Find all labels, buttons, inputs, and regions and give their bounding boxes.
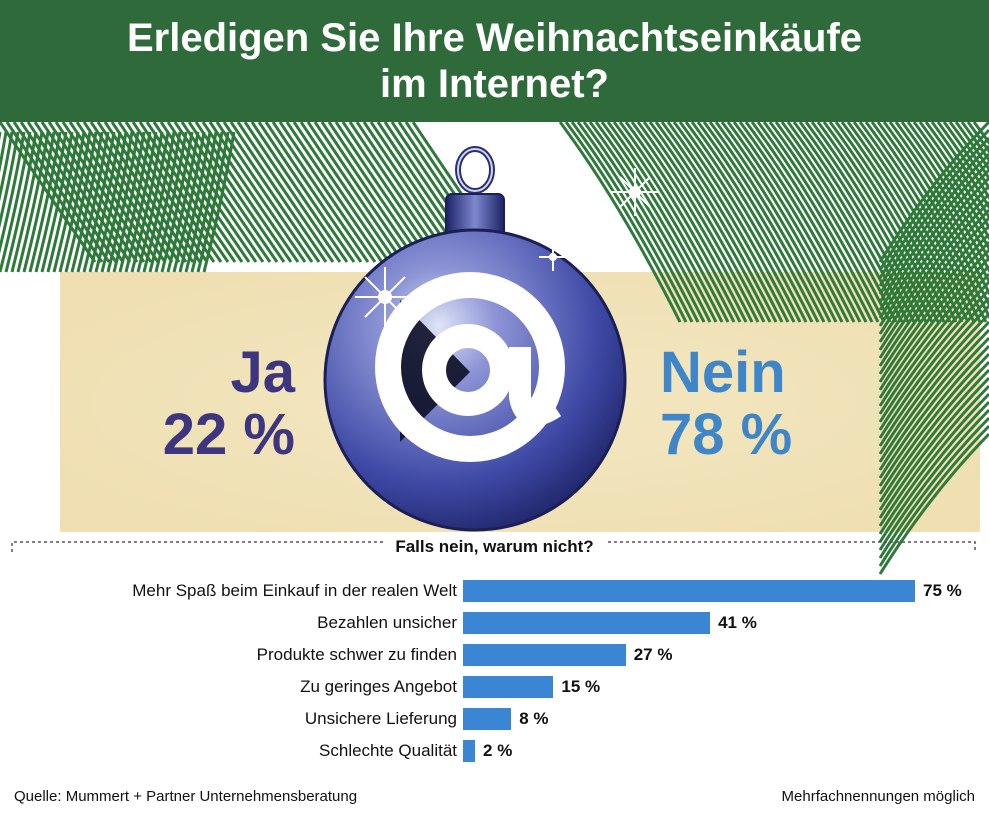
ja-value: 22 % [162,402,295,467]
bar [463,740,476,762]
bar-value-label: 2 % [483,741,513,760]
sparkle-icon [355,168,659,327]
bar-value-label: 75 % [923,581,962,600]
bar-category-label: Mehr Spaß beim Einkauf in der realen Wel… [132,581,457,600]
source-note: Quelle: Mummert + Partner Unternehmensbe… [14,788,358,805]
nein-value: 78 % [660,402,793,467]
nein-label: Nein [660,340,786,405]
multiple-answers-note: Mehrfachnennungen möglich [781,788,975,805]
ornament-illustration [0,122,989,575]
bar-value-label: 15 % [561,677,601,696]
bar-value-label: 27 % [633,645,673,664]
title-line-1: Erledigen Sie Ihre Weihnachtseinkäufe [126,16,863,60]
bar-category-label: Unsichere Lieferung [304,709,457,728]
bar-category-label: Bezahlen unsicher [317,613,457,632]
bar [463,580,915,602]
at-sign-icon [375,272,565,462]
bar-chart-subtitle-text: Falls nein, warum nicht? [383,537,606,556]
bar-category-label: Produkte schwer zu finden [256,645,457,664]
bar-chart-subtitle: Falls nein, warum nicht? [0,537,989,557]
bar [463,708,512,730]
chart-title: Erledigen Sie Ihre Weihnachtseinkäufe im… [0,0,989,122]
title-banner [0,0,989,122]
bar [463,644,626,666]
bar-value-label: 41 % [718,613,757,632]
subtitle-bracket [11,541,976,552]
title-line-2: im Internet? [380,62,609,106]
bar [463,676,554,698]
bar-category-label: Zu geringes Angebot [300,677,457,696]
ja-label: Ja [230,340,295,405]
bar [463,612,711,634]
bar-category-label: Schlechte Qualität [319,741,457,760]
fir-branches-icon [0,122,989,575]
bar-value-label: 8 % [519,709,549,728]
